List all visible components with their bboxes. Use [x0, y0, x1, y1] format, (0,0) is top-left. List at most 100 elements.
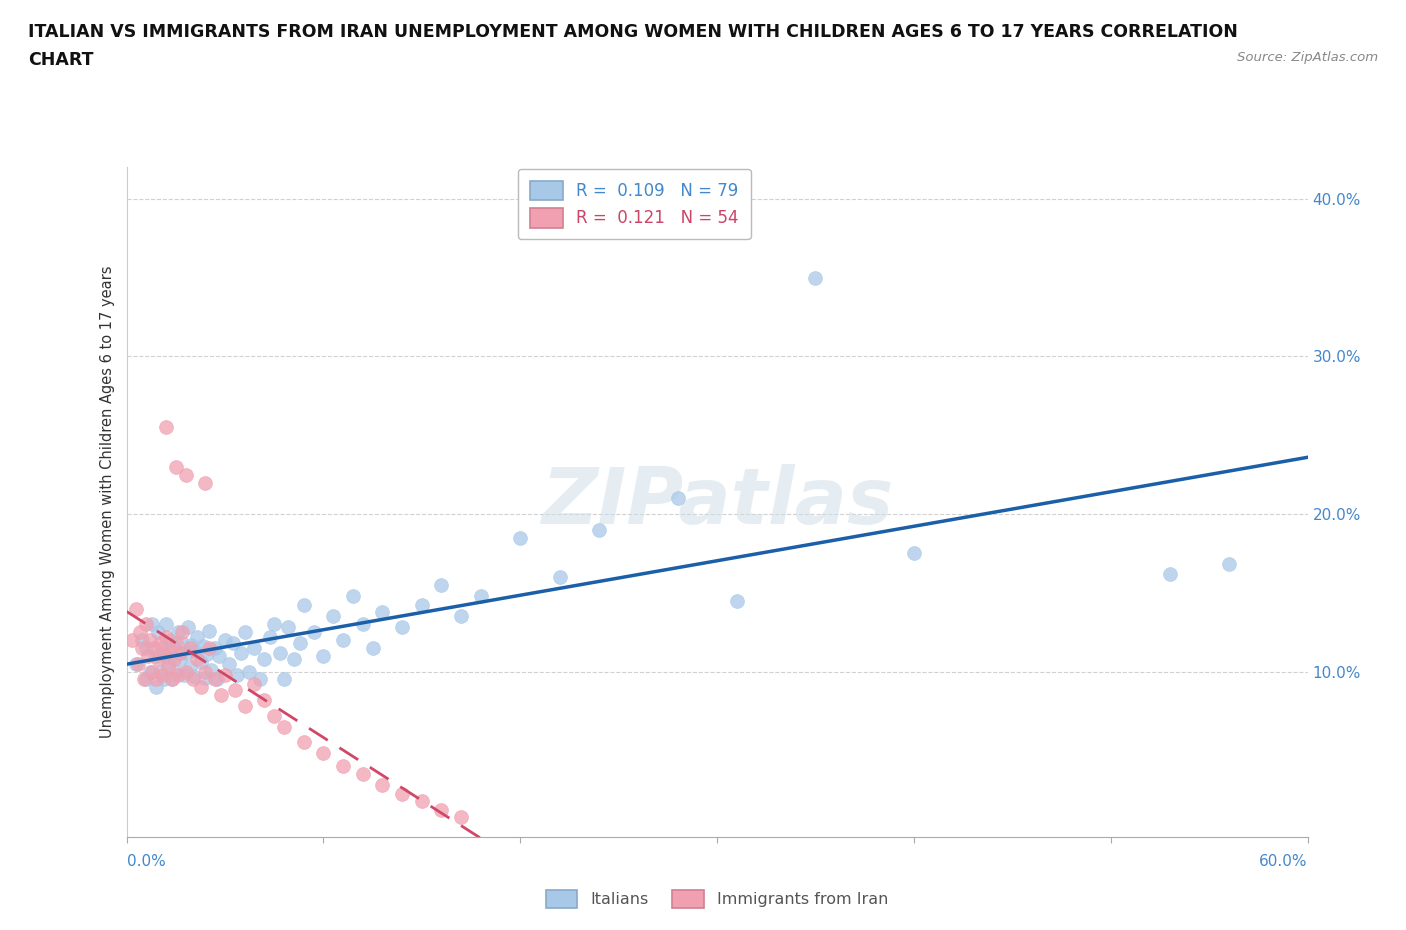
- Point: [214, 668, 236, 683]
- Point: [166, 668, 188, 683]
- Point: [352, 617, 374, 631]
- Point: [371, 604, 394, 619]
- Point: [153, 645, 176, 660]
- Point: [194, 475, 217, 490]
- Point: [170, 625, 193, 640]
- Point: [135, 617, 157, 631]
- Point: [666, 491, 689, 506]
- Point: [141, 664, 163, 679]
- Point: [249, 672, 271, 687]
- Point: [193, 639, 215, 654]
- Point: [145, 672, 167, 687]
- Point: [135, 641, 157, 656]
- Point: [156, 657, 179, 671]
- Point: [411, 598, 433, 613]
- Point: [253, 652, 276, 667]
- Point: [371, 777, 394, 792]
- Point: [183, 672, 205, 687]
- Point: [143, 641, 166, 656]
- Point: [288, 636, 311, 651]
- Point: [155, 617, 177, 631]
- Point: [183, 669, 205, 684]
- Point: [224, 683, 246, 698]
- Point: [470, 589, 492, 604]
- Y-axis label: Unemployment Among Women with Children Ages 6 to 17 years: Unemployment Among Women with Children A…: [100, 266, 115, 738]
- Point: [129, 625, 152, 640]
- Point: [179, 659, 201, 674]
- Point: [169, 645, 191, 660]
- Point: [131, 632, 153, 647]
- Text: 0.0%: 0.0%: [127, 854, 166, 869]
- Point: [450, 809, 472, 824]
- Point: [136, 648, 159, 663]
- Point: [163, 652, 186, 667]
- Point: [269, 645, 291, 660]
- Point: [903, 546, 925, 561]
- Point: [131, 641, 153, 656]
- Point: [194, 671, 217, 685]
- Text: CHART: CHART: [28, 51, 94, 69]
- Point: [145, 680, 167, 695]
- Point: [214, 632, 236, 647]
- Point: [332, 632, 354, 647]
- Point: [180, 637, 202, 652]
- Point: [163, 641, 186, 656]
- Point: [184, 644, 207, 658]
- Point: [725, 593, 748, 608]
- Point: [253, 693, 276, 708]
- Point: [153, 672, 176, 687]
- Point: [273, 672, 295, 687]
- Point: [218, 657, 240, 671]
- Point: [125, 657, 148, 671]
- Point: [322, 609, 344, 624]
- Point: [134, 672, 156, 687]
- Point: [186, 630, 208, 644]
- Point: [209, 688, 232, 703]
- Point: [160, 672, 183, 687]
- Point: [166, 625, 188, 640]
- Point: [159, 644, 181, 658]
- Point: [127, 657, 149, 671]
- Point: [332, 759, 354, 774]
- Point: [146, 625, 169, 640]
- Point: [205, 672, 228, 687]
- Text: Source: ZipAtlas.com: Source: ZipAtlas.com: [1237, 51, 1378, 64]
- Point: [195, 646, 218, 661]
- Point: [391, 620, 413, 635]
- Point: [176, 620, 198, 635]
- Point: [352, 766, 374, 781]
- Point: [190, 680, 212, 695]
- Point: [194, 664, 217, 679]
- Point: [283, 652, 305, 667]
- Point: [233, 625, 256, 640]
- Point: [179, 641, 201, 656]
- Legend: Italians, Immigrants from Iran: Italians, Immigrants from Iran: [537, 882, 897, 916]
- Point: [292, 598, 315, 613]
- Point: [391, 787, 413, 802]
- Point: [121, 632, 143, 647]
- Point: [292, 735, 315, 750]
- Point: [222, 636, 245, 651]
- Point: [159, 632, 181, 647]
- Point: [155, 648, 177, 663]
- Point: [302, 625, 325, 640]
- Point: [135, 672, 157, 687]
- Point: [139, 664, 162, 679]
- Point: [174, 645, 197, 660]
- Point: [141, 617, 163, 631]
- Point: [165, 459, 187, 474]
- Point: [312, 746, 335, 761]
- Point: [411, 793, 433, 808]
- Point: [233, 698, 256, 713]
- Point: [173, 668, 195, 683]
- Point: [804, 271, 827, 286]
- Point: [150, 668, 173, 683]
- Point: [243, 677, 266, 692]
- Point: [204, 672, 226, 687]
- Text: ZIPatlas: ZIPatlas: [541, 464, 893, 540]
- Point: [588, 523, 610, 538]
- Point: [312, 648, 335, 663]
- Point: [263, 617, 285, 631]
- Text: ITALIAN VS IMMIGRANTS FROM IRAN UNEMPLOYMENT AMONG WOMEN WITH CHILDREN AGES 6 TO: ITALIAN VS IMMIGRANTS FROM IRAN UNEMPLOY…: [28, 23, 1239, 41]
- Point: [200, 662, 222, 677]
